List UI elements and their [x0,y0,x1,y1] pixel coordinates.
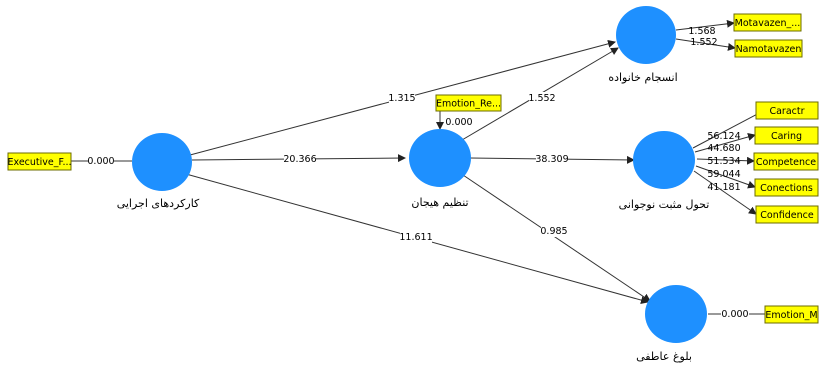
path-caractr[interactable] [692,109,766,149]
indicator-label: Caractr [769,106,804,117]
path-coefficients: 1.315 20.366 11.611 1.552 38.309 0.985 [283,92,569,243]
latent-family-cohesion-label: انسجام خانواده [608,71,677,84]
latent-emotional-maturity[interactable]: بلوغ عاطفی [636,285,707,363]
indicator-caring[interactable]: Caring [754,126,819,145]
indicator-label: Caring [771,131,802,142]
loading-motavazen: 1.568 [688,26,715,37]
latent-executive-label: کارکردهای اجرایی [117,197,200,210]
indicator-conections[interactable]: Conections [754,178,819,197]
indicator-label: Emotion_Re... [436,99,501,110]
path-motavazen[interactable] [675,19,735,31]
coef-exec-emoreg: 20.366 [283,154,316,165]
latent-positive-development[interactable]: تحول مثبت نوجوانی [619,131,710,211]
loading-emotion-m: 0.000 [721,309,748,320]
latent-variables: کارکردهای اجرایی تنظیم هیجان انسجام خانو… [117,6,710,363]
latent-family-cohesion-circle[interactable] [616,6,676,64]
loading-caring: 44.680 [707,143,740,154]
measurement-paths [71,19,766,315]
loading-competence: 51.534 [707,156,740,167]
coef-emoreg-maturity: 0.985 [540,226,567,237]
loading-caractr: 56.124 [707,131,740,142]
loading-namotavazen: 1.552 [690,37,717,48]
indicator-emotion-m[interactable]: Emotion_M [764,305,819,324]
latent-emotional-maturity-circle[interactable] [645,285,707,343]
indicator-namotavazen[interactable]: Namotavazen [734,39,803,58]
latent-executive-circle[interactable] [132,133,192,191]
indicator-caractr[interactable]: Caractr [755,101,819,120]
latent-emotion-regulation[interactable]: تنظیم هیجان [409,129,471,209]
latent-family-cohesion[interactable]: انسجام خانواده [608,6,678,84]
coef-exec-family: 1.315 [388,93,415,104]
indicator-label: Conections [760,183,813,194]
path-competence[interactable] [696,156,755,165]
indicator-label: Motavazen_... [735,18,801,29]
path-namotavazen[interactable] [675,38,736,51]
coef-emoreg-posdev: 38.309 [535,154,568,165]
indicator-executive-f[interactable]: Executive_F... [7,152,72,171]
indicator-confidence[interactable]: Confidence [755,205,819,224]
loading-emotion-re: 0.000 [445,117,472,128]
indicator-label: Emotion_M [765,310,817,321]
loading-confidence: 41.181 [707,182,740,193]
path-confidence[interactable] [693,170,757,215]
latent-positive-development-circle[interactable] [633,131,695,189]
path-conections[interactable] [695,165,756,189]
latent-executive[interactable]: کارکردهای اجرایی [117,133,200,210]
indicator-label: Confidence [760,210,814,221]
indicator-competence[interactable]: Competence [753,152,819,171]
path-emoreg-maturity[interactable] [462,174,651,302]
coef-exec-maturity: 11.611 [399,232,432,243]
indicators: Executive_F... Emotion_Re... Motavazen_.… [7,13,819,324]
loading-executive-f: 0.000 [87,156,114,167]
indicator-motavazen[interactable]: Motavazen_... [733,13,802,32]
coef-emoreg-family: 1.552 [528,93,555,104]
indicator-loadings: 0.000 0.000 1.568 1.552 56.124 44.680 51… [87,26,749,320]
latent-emotion-regulation-label: تنظیم هیجان [411,196,468,209]
indicator-label: Executive_F... [8,157,72,168]
latent-emotional-maturity-label: بلوغ عاطفی [636,350,692,363]
indicator-emotion-re[interactable]: Emotion_Re... [435,94,502,112]
indicator-label: Competence [756,157,816,168]
latent-emotion-regulation-circle[interactable] [409,129,471,187]
indicator-label: Namotavazen [736,44,802,55]
latent-positive-development-label: تحول مثبت نوجوانی [619,198,710,211]
loading-conections: 59.044 [707,169,740,180]
path-caring[interactable] [694,133,756,153]
